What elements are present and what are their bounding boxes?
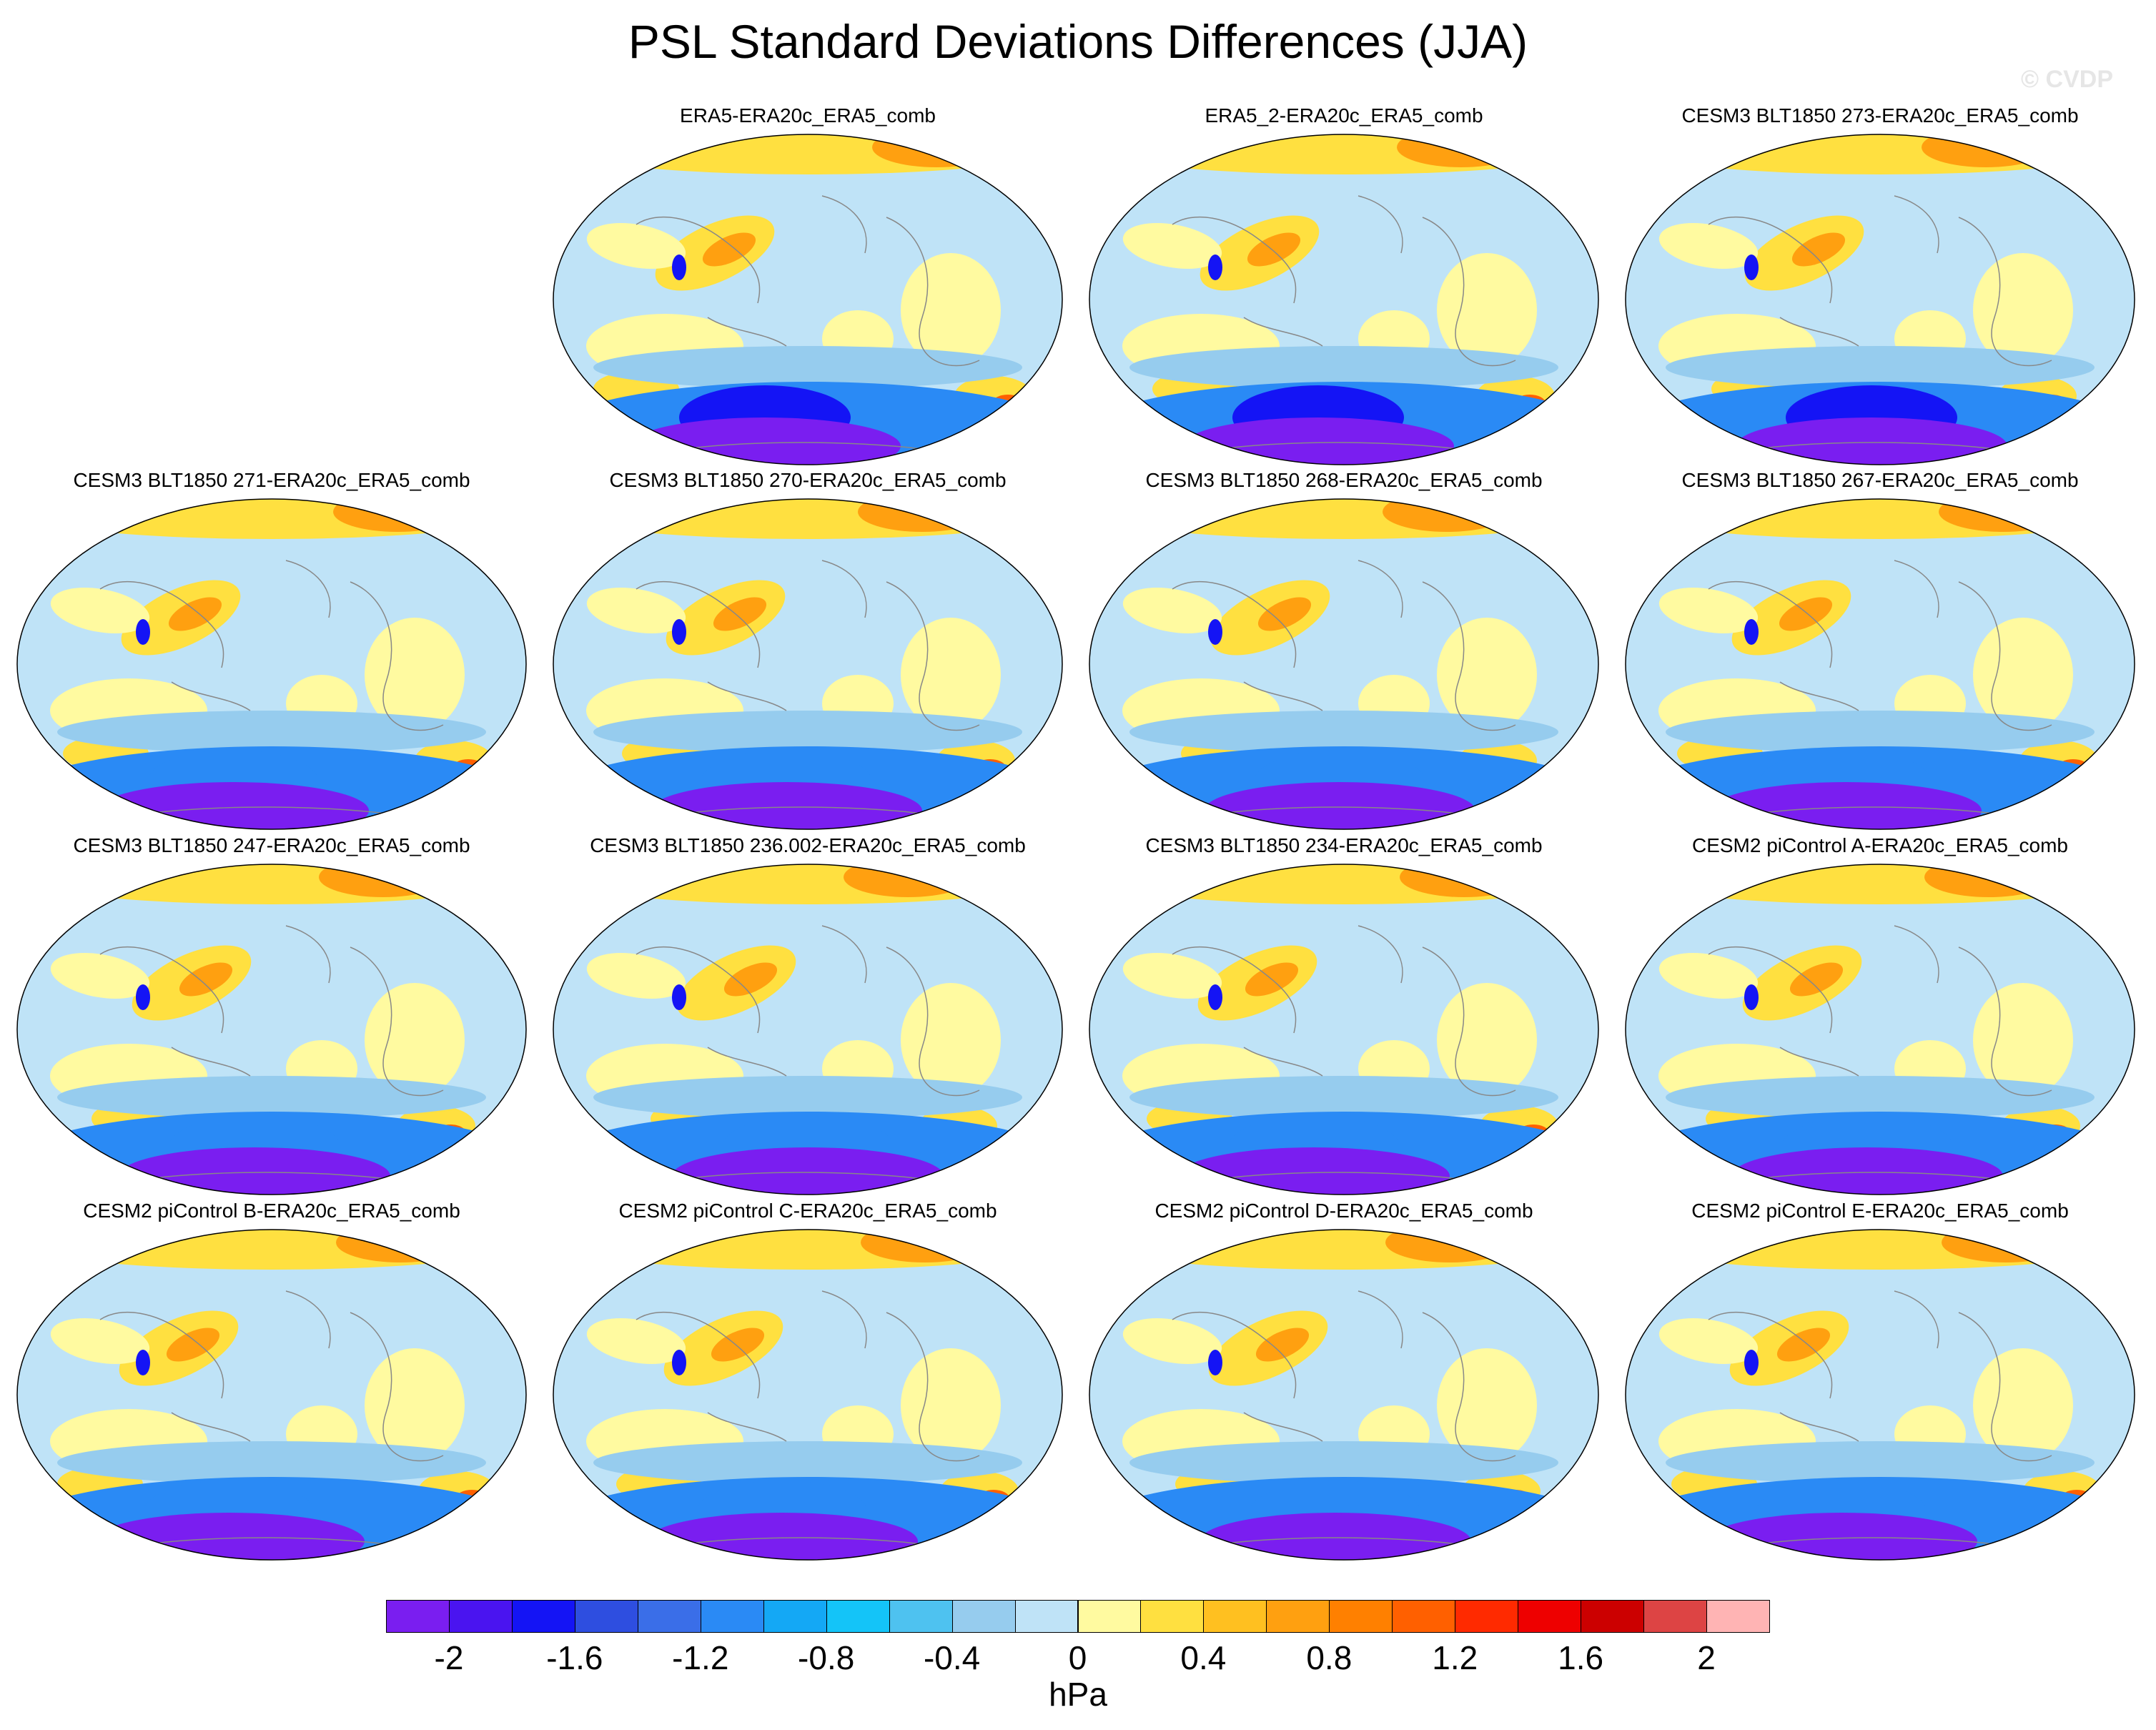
map-panel: ERA5-ERA20c_ERA5_comb (543, 103, 1072, 468)
map-panel-title: CESM3 BLT1850 270-ERA20c_ERA5_comb (609, 469, 1007, 491)
map-panel-title: CESM2 piControl B-ERA20c_ERA5_comb (83, 1200, 460, 1222)
colorbar-tick-label: -1.6 (546, 1639, 603, 1676)
map-panel: CESM3 BLT1850 273-ERA20c_ERA5_comb (1616, 103, 2145, 468)
colorbar-swatch (889, 1600, 953, 1633)
map-panel: CESM3 BLT1850 270-ERA20c_ERA5_comb (543, 468, 1072, 832)
world-map (1089, 864, 1599, 1195)
map-panel-title: CESM3 BLT1850 247-ERA20c_ERA5_comb (73, 834, 470, 856)
colorbar-swatch (1581, 1600, 1645, 1633)
colorbar-tick-label: -1.2 (672, 1639, 729, 1676)
map-panel-title: CESM3 BLT1850 267-ERA20c_ERA5_comb (1681, 469, 2079, 491)
world-map (16, 864, 527, 1195)
map-panel-title: CESM3 BLT1850 236.002-ERA20c_ERA5_comb (590, 834, 1026, 856)
world-map (1089, 498, 1599, 830)
map-panel: CESM3 BLT1850 271-ERA20c_ERA5_comb (7, 468, 536, 832)
colorbar-tick-label: 0 (1068, 1639, 1087, 1676)
map-panel-title: CESM3 BLT1850 268-ERA20c_ERA5_comb (1145, 469, 1543, 491)
colorbar-swatch (511, 1600, 575, 1633)
colorbar-swatch (826, 1600, 890, 1633)
colorbar-swatch (1329, 1600, 1393, 1633)
page-title: PSL Standard Deviations Differences (JJA… (628, 15, 1528, 68)
map-panel: CESM3 BLT1850 236.002-ERA20c_ERA5_comb (543, 833, 1072, 1197)
world-map (1089, 1229, 1599, 1561)
colorbar-swatch (448, 1600, 513, 1633)
colorbar-swatch (1518, 1600, 1582, 1633)
world-map (553, 864, 1063, 1195)
colorbar-swatch (763, 1600, 827, 1633)
colorbar-swatch (1140, 1600, 1205, 1633)
map-panel: CESM3 BLT1850 247-ERA20c_ERA5_comb (7, 833, 536, 1197)
colorbar-tick-label: -0.4 (923, 1639, 981, 1676)
colorbar-swatch (386, 1600, 450, 1633)
colorbar-swatch (1643, 1600, 1708, 1633)
world-map (1089, 134, 1599, 465)
world-map (553, 498, 1063, 830)
map-panel-title: CESM3 BLT1850 271-ERA20c_ERA5_comb (73, 469, 470, 491)
colorbar-swatch (1455, 1600, 1519, 1633)
map-panel-title: CESM2 piControl A-ERA20c_ERA5_comb (1691, 834, 2068, 856)
world-map (1625, 498, 2135, 830)
watermark: © CVDP (2021, 66, 2113, 93)
colorbar-swatch (637, 1600, 701, 1633)
map-panel-title: ERA5-ERA20c_ERA5_comb (680, 104, 936, 127)
colorbar-tick-label: 1.6 (1558, 1639, 1604, 1676)
colorbar-tick-label: 1.2 (1432, 1639, 1478, 1676)
colorbar-tick-label: 0.4 (1180, 1639, 1227, 1676)
map-panel: CESM2 piControl B-ERA20c_ERA5_comb (7, 1198, 536, 1563)
world-map (1625, 134, 2135, 465)
map-panel: CESM3 BLT1850 268-ERA20c_ERA5_comb (1079, 468, 1608, 832)
colorbar-swatch (574, 1600, 638, 1633)
colorbar-swatch (1392, 1600, 1456, 1633)
colorbar (386, 1600, 1770, 1633)
map-panel: CESM2 piControl C-ERA20c_ERA5_comb (543, 1198, 1072, 1563)
world-map (16, 498, 527, 830)
map-panel-title: ERA5_2-ERA20c_ERA5_comb (1205, 104, 1483, 127)
map-panel-title: CESM3 BLT1850 273-ERA20c_ERA5_comb (1681, 104, 2079, 127)
colorbar-tick-label: 0.8 (1306, 1639, 1353, 1676)
colorbar-swatch (1266, 1600, 1330, 1633)
colorbar-swatch (1203, 1600, 1267, 1633)
colorbar-tick-label: -2 (434, 1639, 464, 1676)
colorbar-swatch (1077, 1600, 1142, 1633)
world-map (1625, 1229, 2135, 1561)
colorbar-tick-label: 2 (1697, 1639, 1716, 1676)
colorbar-swatch (1706, 1600, 1770, 1633)
maps-grid: ERA5-ERA20c_ERA5_comb ER (7, 103, 2145, 1563)
world-map (553, 1229, 1063, 1561)
colorbar-tick-label: -0.8 (798, 1639, 855, 1676)
map-panel: CESM3 BLT1850 234-ERA20c_ERA5_comb (1079, 833, 1608, 1197)
map-panel: CESM2 piControl E-ERA20c_ERA5_comb (1616, 1198, 2145, 1563)
world-map (553, 134, 1063, 465)
world-map (16, 1229, 527, 1561)
colorbar-swatch (1014, 1600, 1079, 1633)
colorbar-units: hPa (1049, 1676, 1107, 1713)
map-panel: CESM2 piControl D-ERA20c_ERA5_comb (1079, 1198, 1608, 1563)
world-map (1625, 864, 2135, 1195)
map-panel-title: CESM2 piControl C-ERA20c_ERA5_comb (618, 1200, 997, 1222)
map-panel-title: CESM3 BLT1850 234-ERA20c_ERA5_comb (1145, 834, 1543, 856)
colorbar-swatch (951, 1600, 1016, 1633)
map-panel: ERA5_2-ERA20c_ERA5_comb (1079, 103, 1608, 468)
map-panel: CESM2 piControl A-ERA20c_ERA5_comb (1616, 833, 2145, 1197)
map-panel-title: CESM2 piControl E-ERA20c_ERA5_comb (1691, 1200, 2069, 1222)
map-panel-title: CESM2 piControl D-ERA20c_ERA5_comb (1154, 1200, 1533, 1222)
colorbar-swatch (700, 1600, 764, 1633)
map-panel: CESM3 BLT1850 267-ERA20c_ERA5_comb (1616, 468, 2145, 832)
